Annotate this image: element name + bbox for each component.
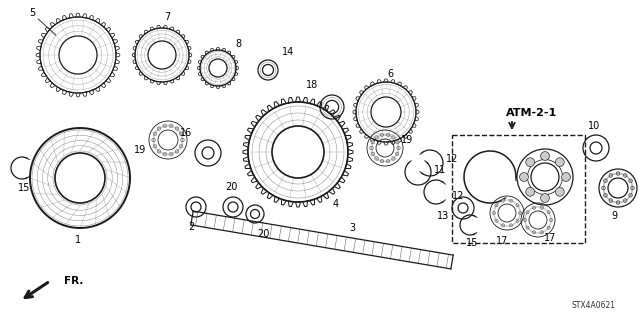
Circle shape [623,174,627,177]
Circle shape [616,201,620,204]
Text: 16: 16 [180,128,192,138]
Circle shape [516,204,519,207]
Circle shape [370,146,373,150]
Circle shape [170,124,173,128]
Circle shape [375,136,378,139]
Text: 19: 19 [401,135,413,145]
Circle shape [392,157,396,160]
Circle shape [541,194,549,203]
Circle shape [153,132,157,136]
Text: 9: 9 [611,211,617,221]
Circle shape [495,219,498,222]
Circle shape [616,172,620,175]
Circle shape [532,206,536,209]
Circle shape [540,206,543,209]
Circle shape [526,211,529,214]
Text: 15: 15 [466,238,478,248]
Circle shape [602,186,605,190]
Text: 12: 12 [446,154,458,164]
Circle shape [547,226,550,229]
Text: 14: 14 [282,47,294,57]
Circle shape [623,199,627,202]
Text: 8: 8 [235,39,241,49]
Circle shape [604,193,607,197]
Circle shape [386,133,390,137]
Text: 3: 3 [349,223,355,233]
Circle shape [371,140,374,144]
Circle shape [628,193,632,197]
Text: 4: 4 [333,199,339,209]
Circle shape [501,224,504,227]
Circle shape [547,211,550,214]
Circle shape [396,152,399,156]
Text: 15: 15 [18,183,30,193]
Circle shape [509,224,513,227]
Text: 7: 7 [164,12,170,22]
Circle shape [175,127,179,130]
Circle shape [609,199,612,202]
Circle shape [170,152,173,156]
Circle shape [549,219,552,222]
Circle shape [495,204,498,207]
Circle shape [609,174,612,177]
Bar [452,135,585,243]
Circle shape [397,146,400,150]
Circle shape [492,211,495,215]
Circle shape [396,140,399,144]
Text: 11: 11 [434,165,446,175]
Circle shape [501,199,504,202]
Text: 17: 17 [544,233,556,243]
Circle shape [179,132,183,136]
Text: 10: 10 [588,121,600,131]
Text: 13: 13 [437,211,449,221]
Circle shape [541,152,549,160]
Text: 5: 5 [29,8,35,18]
Circle shape [153,145,157,148]
Circle shape [556,188,564,196]
Text: 12: 12 [452,191,464,201]
Circle shape [604,179,607,182]
Circle shape [157,127,161,130]
Text: 20: 20 [225,182,237,192]
Circle shape [524,219,527,222]
Text: 17: 17 [496,236,508,246]
Text: 2: 2 [188,222,194,232]
Text: 1: 1 [75,235,81,245]
Circle shape [525,158,534,167]
Circle shape [371,152,374,156]
Text: 19: 19 [134,145,146,155]
Circle shape [179,145,183,148]
Text: 6: 6 [387,69,393,79]
Circle shape [518,211,522,215]
Circle shape [152,138,156,142]
Circle shape [561,173,570,182]
Circle shape [392,136,396,139]
Circle shape [520,173,529,182]
Text: STX4A0621: STX4A0621 [571,300,615,309]
Circle shape [157,150,161,153]
Text: ATM-2-1: ATM-2-1 [506,108,557,118]
Circle shape [525,188,534,196]
Text: FR.: FR. [64,276,83,286]
Circle shape [163,152,166,156]
Circle shape [556,158,564,167]
Circle shape [628,179,632,182]
Text: 18: 18 [306,80,318,90]
Circle shape [526,226,529,229]
Circle shape [532,231,536,234]
Circle shape [380,160,384,163]
Circle shape [380,133,384,137]
Circle shape [163,124,166,128]
Circle shape [630,186,634,190]
Circle shape [509,199,513,202]
Circle shape [175,150,179,153]
Text: 20: 20 [257,229,269,239]
Circle shape [540,231,543,234]
Circle shape [375,157,378,160]
Circle shape [516,219,519,222]
Circle shape [180,138,184,142]
Circle shape [386,160,390,163]
